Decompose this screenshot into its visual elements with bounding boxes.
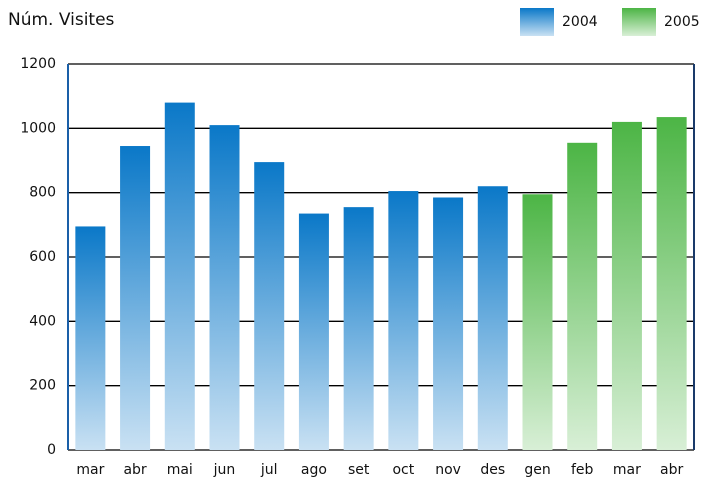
bar [164,102,195,450]
bar [656,117,687,450]
x-tick-label: mar [76,462,104,478]
x-tick-label: abr [123,462,146,478]
legend-swatch [520,8,554,36]
x-tick-label: set [348,462,370,478]
x-tick-label: oct [392,462,414,478]
y-tick-label: 600 [29,249,56,265]
y-tick-label: 1000 [20,120,56,136]
bar [75,226,106,450]
x-tick-label: jul [260,462,278,478]
x-tick-label: ago [301,462,327,478]
bar [567,142,598,450]
bar [477,186,508,450]
y-tick-label: 800 [29,185,56,201]
y-tick-label: 1200 [20,56,56,72]
chart-title: Núm. Visites [8,10,115,30]
bar [209,125,240,450]
x-tick-label: mar [613,462,641,478]
bar [522,194,553,450]
y-tick-label: 0 [47,442,56,458]
bar [298,213,329,450]
x-tick-label: nov [435,462,461,478]
bar [611,121,642,451]
legend-swatch [622,8,656,36]
x-tick-label: des [480,462,505,478]
bar [120,146,151,450]
x-tick-label: abr [660,462,683,478]
bar [433,197,464,450]
legend-label: 2005 [664,14,700,30]
bar [343,207,374,450]
legend-label: 2004 [562,14,598,30]
x-tick-label: gen [524,462,550,478]
y-tick-label: 400 [29,313,56,329]
x-tick-label: feb [571,462,594,478]
y-tick-label: 200 [29,378,56,394]
bar [254,162,285,450]
x-tick-label: jun [213,462,236,478]
bar [388,191,419,450]
x-tick-label: mai [167,462,193,478]
